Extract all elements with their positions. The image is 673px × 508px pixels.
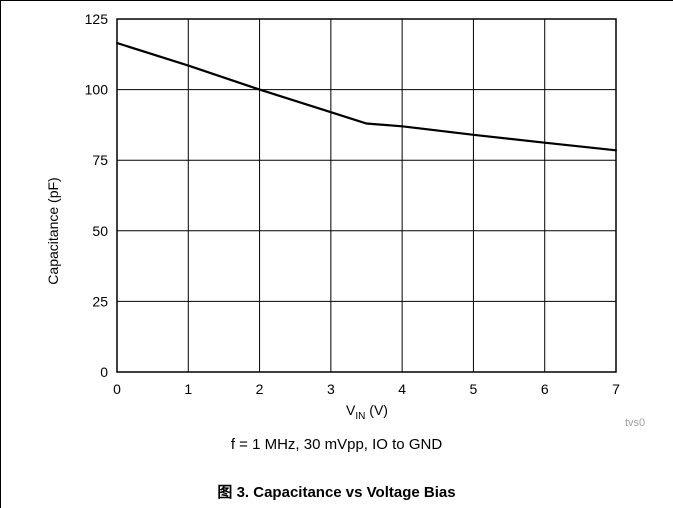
data-point xyxy=(472,133,475,136)
x-axis-label: VIN (V) xyxy=(346,402,388,422)
x-tick-label: 4 xyxy=(398,381,406,397)
data-point xyxy=(615,149,617,152)
grid xyxy=(116,18,617,373)
x-axis-label-main: V xyxy=(346,402,356,418)
figure-caption: 图 3. Capacitance vs Voltage Bias xyxy=(0,481,673,502)
x-tick-labels: 0 1 2 3 4 5 6 7 xyxy=(113,381,620,397)
plot-border xyxy=(116,18,617,373)
data-point xyxy=(401,125,404,128)
y-axis-label: Capacitance (pF) xyxy=(45,177,61,284)
y-tick-label: 75 xyxy=(92,152,108,168)
y-tick-label: 50 xyxy=(92,223,108,239)
figure-number: 图 3. xyxy=(217,484,250,501)
data-point xyxy=(116,42,118,45)
data-point xyxy=(329,111,332,114)
data-point xyxy=(258,88,261,91)
data-point xyxy=(543,141,546,144)
figure-title: Capacitance vs Voltage Bias xyxy=(249,484,456,501)
x-tick-label: 0 xyxy=(113,381,121,397)
x-tick-label: 7 xyxy=(612,381,620,397)
x-tick-label: 1 xyxy=(184,381,192,397)
frame-left-border xyxy=(0,0,1,508)
x-tick-label: 2 xyxy=(256,381,264,397)
measurement-conditions: f = 1 MHz, 30 mVpp, IO to GND xyxy=(230,436,443,453)
data-points xyxy=(116,42,617,152)
data-point xyxy=(365,122,368,125)
source-tag: tvs0 xyxy=(625,417,646,429)
y-tick-label: 25 xyxy=(92,293,108,309)
frame-top-border xyxy=(0,0,673,1)
series-line xyxy=(116,41,617,152)
y-tick-label: 125 xyxy=(85,11,109,27)
data-point xyxy=(187,64,190,67)
y-tick-labels: 0 25 50 75 100 125 xyxy=(85,11,109,380)
x-axis-label-sub: IN xyxy=(355,411,365,422)
y-tick-label: 0 xyxy=(100,364,108,380)
x-axis-label-unit: (V) xyxy=(365,402,388,418)
x-tick-label: 3 xyxy=(327,381,335,397)
y-tick-label: 100 xyxy=(85,82,109,98)
x-tick-label: 6 xyxy=(541,381,549,397)
x-tick-label: 5 xyxy=(470,381,478,397)
